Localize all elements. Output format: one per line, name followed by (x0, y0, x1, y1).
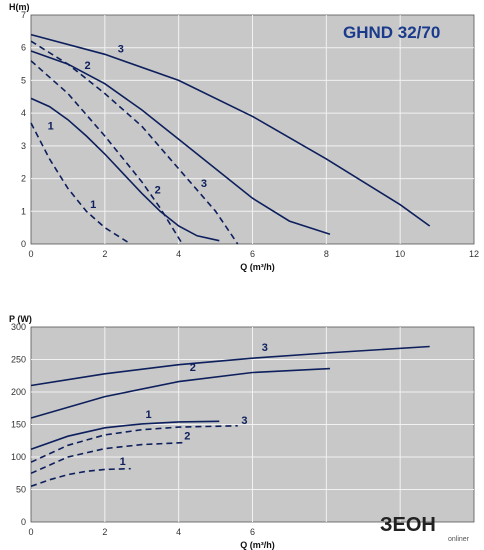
head-curve-label: 2 (85, 60, 91, 72)
power-y-tick-label: 200 (11, 387, 26, 397)
power-y-tick-label: 50 (16, 485, 26, 495)
power-curve-label: 2 (184, 430, 190, 442)
power-curve-chart: 0 50 100 150 200 250 300 0 2 4 6 P (W) Q (m³/h) 1 2 3 3 2… (9, 314, 475, 550)
head-curve-3-dashed (30, 40, 239, 245)
head-curve-label: 2 (155, 184, 161, 196)
power-curve-label: 2 (190, 362, 196, 374)
head-curve-2-solid (30, 50, 331, 235)
head-curve-1-dashed (30, 122, 132, 245)
power-curve-1-dashed (30, 467, 131, 488)
head-x-tick-label: 2 (102, 249, 107, 259)
head-y-tick-label: 4 (21, 108, 26, 118)
power-y-tick-label: 300 (11, 322, 26, 332)
head-x-tick-label: 10 (395, 249, 405, 259)
power-y-tick-label: 150 (11, 420, 26, 430)
head-y-tick-label: 7 (21, 10, 26, 20)
head-x-tick-label: 6 (250, 249, 255, 259)
head-x-tick-label: 4 (176, 249, 181, 259)
power-curve-label: 1 (120, 456, 126, 468)
zeon-logo: ЗЕОН onliner (380, 514, 470, 543)
head-y-tick-label: 1 (21, 206, 26, 216)
head-curve-2-dashed (30, 60, 184, 245)
power-curve-2-solid (30, 367, 331, 419)
power-x-tick-label: 6 (250, 527, 255, 537)
head-curve-label: 1 (48, 121, 54, 133)
power-curve-1-solid (30, 420, 220, 450)
power-y-axis-label: P (W) (9, 314, 32, 324)
power-y-tick-label: 250 (11, 355, 26, 365)
power-curve-3-dashed (30, 425, 238, 463)
power-curve-label: 3 (262, 342, 268, 354)
logo-text: ЗЕОН (380, 514, 436, 536)
head-chart-title: GHND 32/70 (343, 23, 440, 42)
head-curve-3-solid (30, 33, 431, 227)
power-x-tick-label: 0 (28, 527, 33, 537)
power-x-tick-label: 2 (102, 527, 107, 537)
power-curve-label: 3 (241, 415, 247, 427)
power-y-tick-label: 0 (21, 517, 26, 527)
power-curve-3-solid (30, 345, 430, 387)
power-x-axis-label: Q (m³/h) (240, 540, 275, 550)
head-y-axis-label: H(m) (9, 2, 30, 12)
head-y-tick-label: 2 (21, 174, 26, 184)
head-curve-label: 3 (118, 44, 124, 56)
head-y-tick-label: 0 (21, 239, 26, 249)
logo-subtext: onliner (448, 536, 470, 543)
power-x-tick-label: 4 (176, 527, 181, 537)
head-x-tick-label: 12 (469, 249, 479, 259)
head-curve-label: 3 (201, 178, 207, 190)
power-y-tick-label: 100 (11, 452, 26, 462)
head-x-tick-label: 0 (28, 249, 33, 259)
head-x-axis-label: Q (m³/h) (240, 262, 275, 272)
head-y-tick-label: 3 (21, 141, 26, 151)
head-curve-1-solid (30, 97, 220, 242)
head-y-tick-label: 5 (21, 75, 26, 85)
power-curve-label: 1 (145, 409, 151, 421)
head-x-tick-label: 8 (324, 249, 329, 259)
head-curve-label: 1 (90, 199, 96, 211)
head-y-tick-label: 6 (21, 43, 26, 53)
